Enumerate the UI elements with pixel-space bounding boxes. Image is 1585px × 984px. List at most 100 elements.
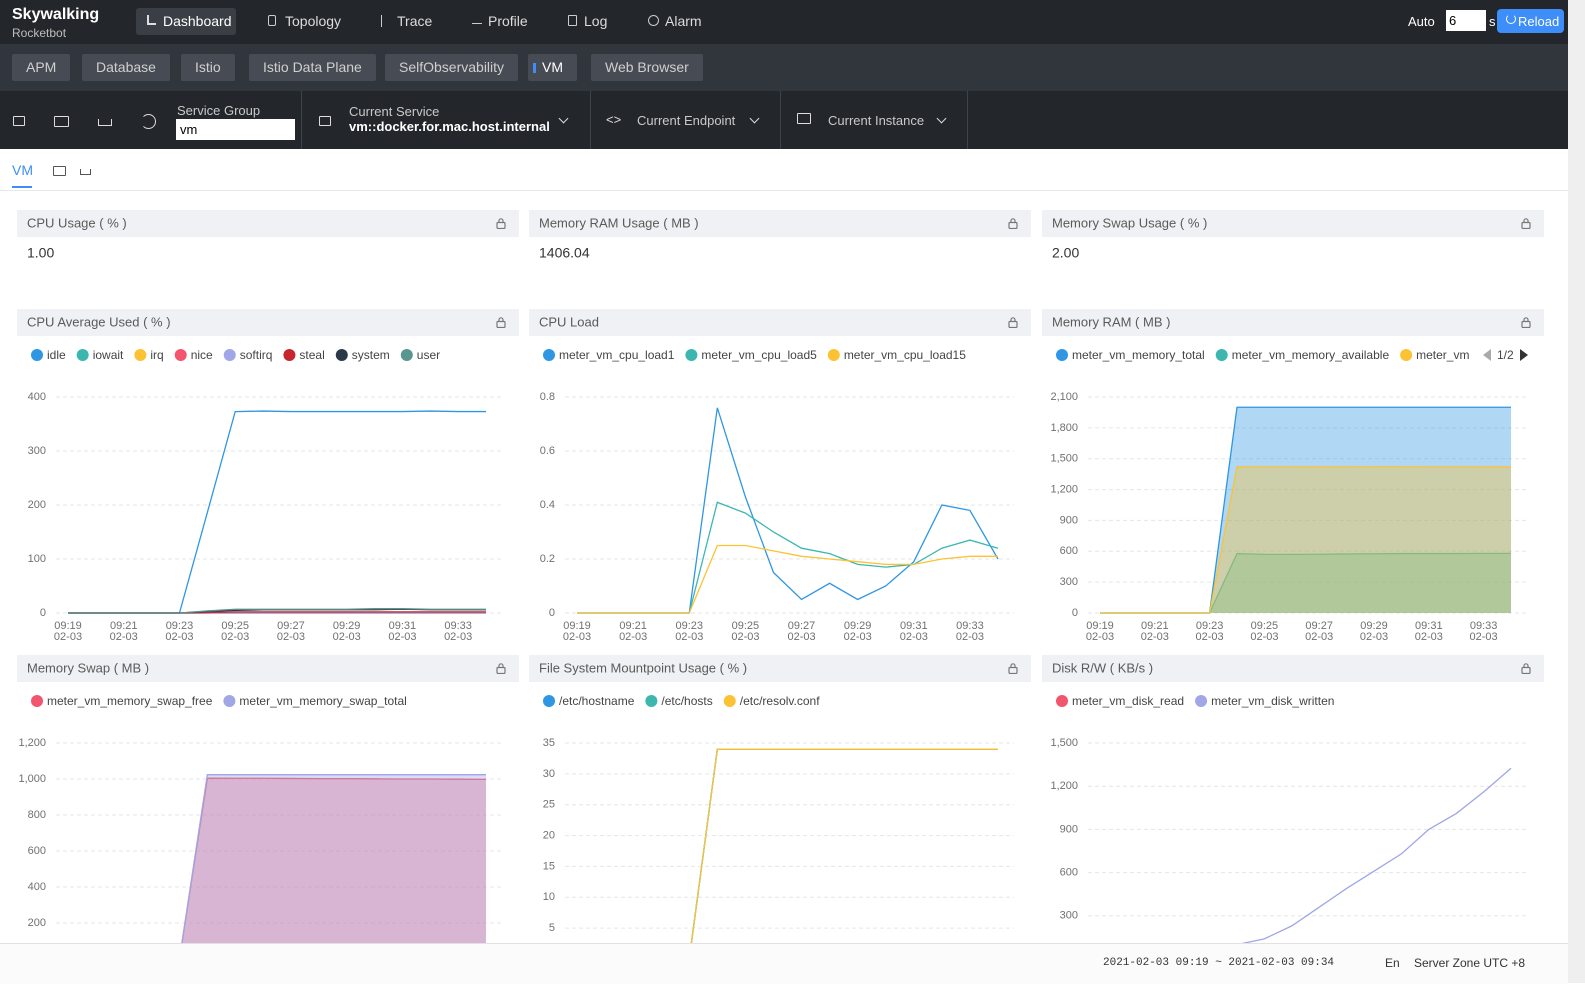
tab[interactable]: Web Browser bbox=[591, 54, 703, 81]
legend-marker bbox=[283, 349, 295, 361]
legend-prev[interactable] bbox=[1483, 349, 1491, 361]
legend-label[interactable]: /etc/hostname bbox=[559, 694, 635, 708]
series-area bbox=[1100, 467, 1511, 613]
current-service[interactable]: vm::docker.for.mac.host.internal bbox=[349, 119, 550, 134]
legend-marker bbox=[175, 349, 187, 361]
nav-item[interactable]: Log bbox=[584, 13, 607, 29]
y-tick-label: 0 bbox=[1072, 607, 1078, 619]
tab[interactable]: Istio bbox=[181, 54, 235, 81]
server-zone: Server Zone UTC +8 bbox=[1414, 956, 1525, 970]
nav-item[interactable]: Trace bbox=[397, 13, 432, 29]
reload-icon bbox=[1506, 14, 1516, 24]
lock-button[interactable] bbox=[13, 116, 25, 126]
nav-item[interactable]: Dashboard bbox=[163, 13, 232, 29]
legend-label[interactable]: steal bbox=[299, 348, 324, 362]
x-tick-label: 02-03 bbox=[956, 631, 984, 643]
legend-label[interactable]: nice bbox=[191, 348, 213, 362]
current-instance-label[interactable]: Current Instance bbox=[828, 113, 924, 128]
tab[interactable]: Istio Data Plane bbox=[249, 54, 376, 81]
nav-item[interactable]: Alarm bbox=[665, 13, 702, 29]
legend-label[interactable]: /etc/resolv.conf bbox=[740, 694, 820, 708]
x-tick-label: 02-03 bbox=[110, 631, 138, 643]
x-tick-label: 02-03 bbox=[619, 631, 647, 643]
legend-label[interactable]: meter_vm_cpu_load15 bbox=[844, 348, 966, 362]
legend-label[interactable]: user bbox=[417, 348, 440, 362]
x-tick-label: 02-03 bbox=[900, 631, 928, 643]
series-line bbox=[68, 411, 486, 613]
current-endpoint-label[interactable]: Current Endpoint bbox=[637, 113, 735, 128]
legend: meter_vm_cpu_load1 meter_vm_cpu_load5 mete… bbox=[543, 348, 966, 362]
legend-marker bbox=[336, 349, 348, 361]
legend-label[interactable]: meter_vm_cpu_load5 bbox=[701, 348, 817, 362]
legend-marker bbox=[77, 349, 89, 361]
x-tick-label: 02-03 bbox=[1141, 631, 1169, 643]
profile-icon bbox=[472, 16, 482, 24]
legend-label[interactable]: meter_vm_memory_available bbox=[1232, 348, 1390, 362]
legend-marker bbox=[724, 695, 736, 707]
active-marker bbox=[533, 63, 536, 73]
tab[interactable]: APM bbox=[12, 54, 70, 81]
alarm-icon bbox=[648, 15, 659, 26]
legend-marker bbox=[1400, 349, 1412, 361]
legend-label[interactable]: meter_vm_memory_swap_free bbox=[47, 694, 213, 708]
card-value: 2.00 bbox=[1052, 245, 1079, 261]
y-tick-label: 200 bbox=[28, 499, 46, 511]
panel-title: CPU Average Used ( % ) bbox=[27, 314, 171, 329]
legend-label[interactable]: meter_vm_memory_swap_total bbox=[239, 694, 406, 708]
series-area bbox=[68, 775, 486, 943]
y-tick-label: 800 bbox=[28, 809, 46, 821]
x-tick-label: 02-03 bbox=[165, 631, 193, 643]
legend-label[interactable]: softirq bbox=[240, 348, 273, 362]
legend-marker bbox=[1195, 695, 1207, 707]
separator bbox=[301, 91, 302, 149]
time-range[interactable]: 2021-02-03 09:19 ~ 2021-02-03 09:34 bbox=[1103, 957, 1334, 969]
y-tick-label: 20 bbox=[543, 829, 555, 841]
legend-next[interactable] bbox=[1520, 349, 1528, 361]
legend-label[interactable]: irq bbox=[150, 348, 163, 362]
legend-label[interactable]: meter_vm_disk_read bbox=[1072, 694, 1184, 708]
y-tick-label: 1,500 bbox=[1050, 737, 1078, 749]
nav-item[interactable]: Profile bbox=[488, 13, 528, 29]
legend-marker bbox=[828, 349, 840, 361]
folder-button[interactable] bbox=[54, 116, 69, 127]
legend-label[interactable]: meter_vm_cpu_load1 bbox=[559, 348, 675, 362]
refresh-button[interactable] bbox=[141, 114, 156, 129]
interval-unit: s bbox=[1489, 14, 1496, 29]
x-tick-label: 02-03 bbox=[333, 631, 361, 643]
legend-page: 1/2 bbox=[1497, 348, 1514, 362]
panel-title: Disk R/W ( KB/s ) bbox=[1052, 660, 1153, 675]
tab[interactable]: Database bbox=[82, 54, 170, 81]
top-nav: Skywalking Rocketbot Dashboard Topology … bbox=[0, 0, 1568, 44]
current-service-label: Current Service bbox=[349, 104, 439, 119]
export-button[interactable] bbox=[80, 169, 91, 175]
endpoint-chevron[interactable] bbox=[750, 114, 760, 124]
import-button[interactable] bbox=[53, 166, 66, 176]
y-tick-label: 0.2 bbox=[540, 553, 555, 565]
nav-item[interactable]: Topology bbox=[285, 13, 341, 29]
tab[interactable]: SelfObservability bbox=[385, 54, 518, 81]
dashboard-tab[interactable]: VM bbox=[12, 162, 33, 178]
legend-label[interactable]: iowait bbox=[93, 348, 124, 362]
service-group-label: Service Group bbox=[177, 103, 260, 118]
language[interactable]: En bbox=[1385, 956, 1400, 970]
interval-input[interactable]: 6 bbox=[1446, 10, 1486, 31]
x-tick-label: 02-03 bbox=[787, 631, 815, 643]
legend-label[interactable]: idle bbox=[47, 348, 66, 362]
legend-label[interactable]: /etc/hosts bbox=[661, 694, 712, 708]
reload-button[interactable]: Reload bbox=[1497, 9, 1564, 33]
separator bbox=[967, 91, 968, 149]
legend-label[interactable]: system bbox=[352, 348, 390, 362]
endpoint-icon: <> bbox=[606, 112, 621, 127]
download-button[interactable] bbox=[98, 119, 112, 126]
legend-marker bbox=[31, 695, 43, 707]
y-tick-label: 600 bbox=[28, 845, 46, 857]
y-tick-label: 900 bbox=[1060, 514, 1078, 526]
legend-marker bbox=[401, 349, 413, 361]
reload-label: Reload bbox=[1518, 14, 1559, 29]
legend-label[interactable]: meter_vm_disk_written bbox=[1211, 694, 1334, 708]
legend-label[interactable]: meter_vm_memory_total bbox=[1072, 348, 1205, 362]
service-chevron[interactable] bbox=[559, 114, 569, 124]
service-group-input[interactable]: vm bbox=[176, 119, 295, 140]
legend-label[interactable]: meter_vm bbox=[1416, 348, 1469, 362]
instance-chevron[interactable] bbox=[937, 114, 947, 124]
